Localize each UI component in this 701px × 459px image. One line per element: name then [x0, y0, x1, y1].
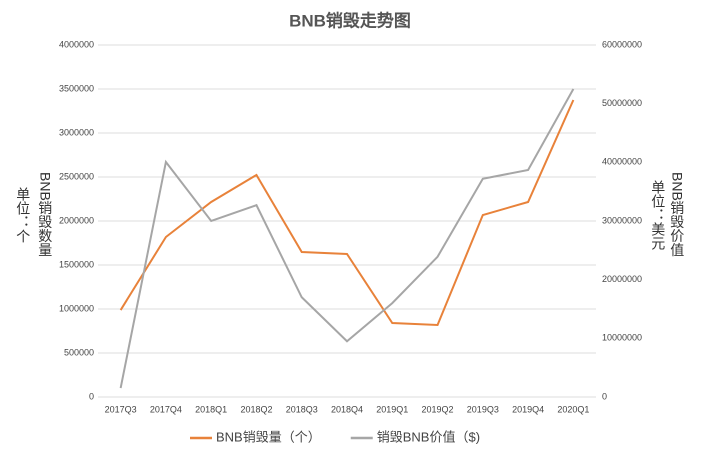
y-tick-label: 3000000	[59, 127, 94, 137]
y2-axis-unit: 单位：美元	[650, 180, 666, 251]
legend-label: 销毁BNB价值（$)	[377, 429, 480, 444]
y2-tick-label: 60000000	[602, 39, 642, 49]
y-tick-label: 4000000	[59, 39, 94, 49]
x-tick-label: 2018Q1	[195, 404, 227, 414]
y-tick-label: 0	[89, 391, 94, 401]
x-tick-label: 2018Q2	[240, 404, 272, 414]
y-tick-label: 1000000	[59, 303, 94, 313]
legend-label: BNB销毁量（个）	[216, 429, 321, 444]
y-tick-label: 500000	[64, 347, 94, 357]
x-tick-label: 2017Q3	[105, 404, 137, 414]
y2-tick-label: 50000000	[602, 98, 642, 108]
x-tick-label: 2018Q4	[331, 404, 363, 414]
series-line	[119, 99, 575, 327]
x-tick-label: 2019Q2	[422, 404, 454, 414]
y-tick-label: 2000000	[59, 215, 94, 225]
y2-axis-title: BNB销毁价值	[669, 172, 685, 257]
y-tick-label: 1500000	[59, 259, 94, 269]
y-axis-unit: 单位：个	[15, 187, 31, 243]
chart-title: BNB销毁走势图	[289, 10, 411, 30]
y-axis-title: BNB销毁数量	[37, 172, 53, 257]
y2-tick-label: 30000000	[602, 215, 642, 225]
y2-tick-label: 20000000	[602, 274, 642, 284]
x-tick-label: 2019Q1	[376, 404, 408, 414]
x-tick-label: 2020Q1	[557, 404, 589, 414]
x-tick-label: 2019Q4	[512, 404, 544, 414]
x-tick-label: 2019Q3	[467, 404, 499, 414]
y2-tick-label: 0	[602, 391, 607, 401]
x-tick-label: 2017Q4	[150, 404, 182, 414]
series-line	[119, 88, 575, 389]
y2-tick-label: 40000000	[602, 157, 642, 167]
y-tick-label: 2500000	[59, 171, 94, 181]
y-tick-label: 3500000	[59, 83, 94, 93]
y2-tick-label: 10000000	[602, 333, 642, 343]
x-tick-label: 2018Q3	[286, 404, 318, 414]
